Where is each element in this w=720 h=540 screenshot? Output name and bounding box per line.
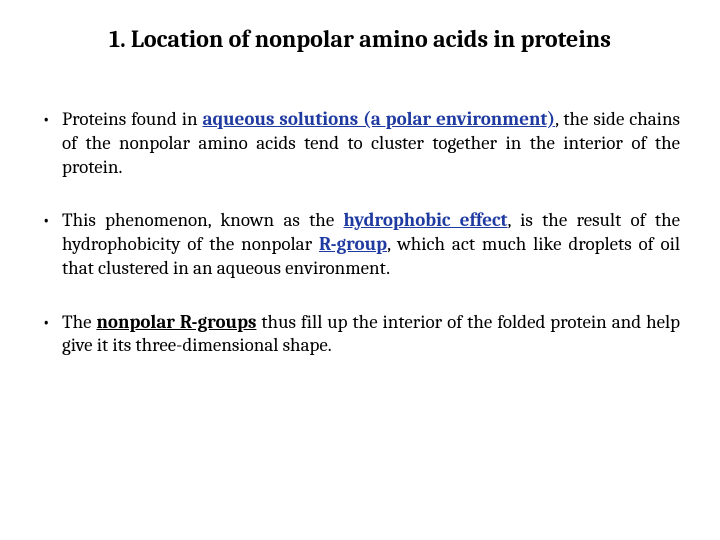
bullet-list: Proteins found in aqueous solutions (a p… [30, 108, 690, 358]
list-item: Proteins found in aqueous solutions (a p… [30, 108, 680, 179]
highlight-text: hydrophobic effect [344, 209, 508, 231]
text-segment: Proteins found in [62, 108, 202, 130]
underline-text: nonpolar R-groups [96, 311, 256, 333]
text-segment: This phenomenon, known as the [62, 209, 344, 231]
highlight-text: aqueous solutions (a polar environment) [202, 108, 555, 130]
list-item: This phenomenon, known as the hydrophobi… [30, 209, 680, 280]
list-item: The nonpolar R-groups thus fill up the i… [30, 311, 680, 359]
highlight-text: R-group [319, 233, 387, 255]
text-segment: The [62, 311, 96, 333]
slide-title: 1. Location of nonpolar amino acids in p… [30, 25, 690, 53]
